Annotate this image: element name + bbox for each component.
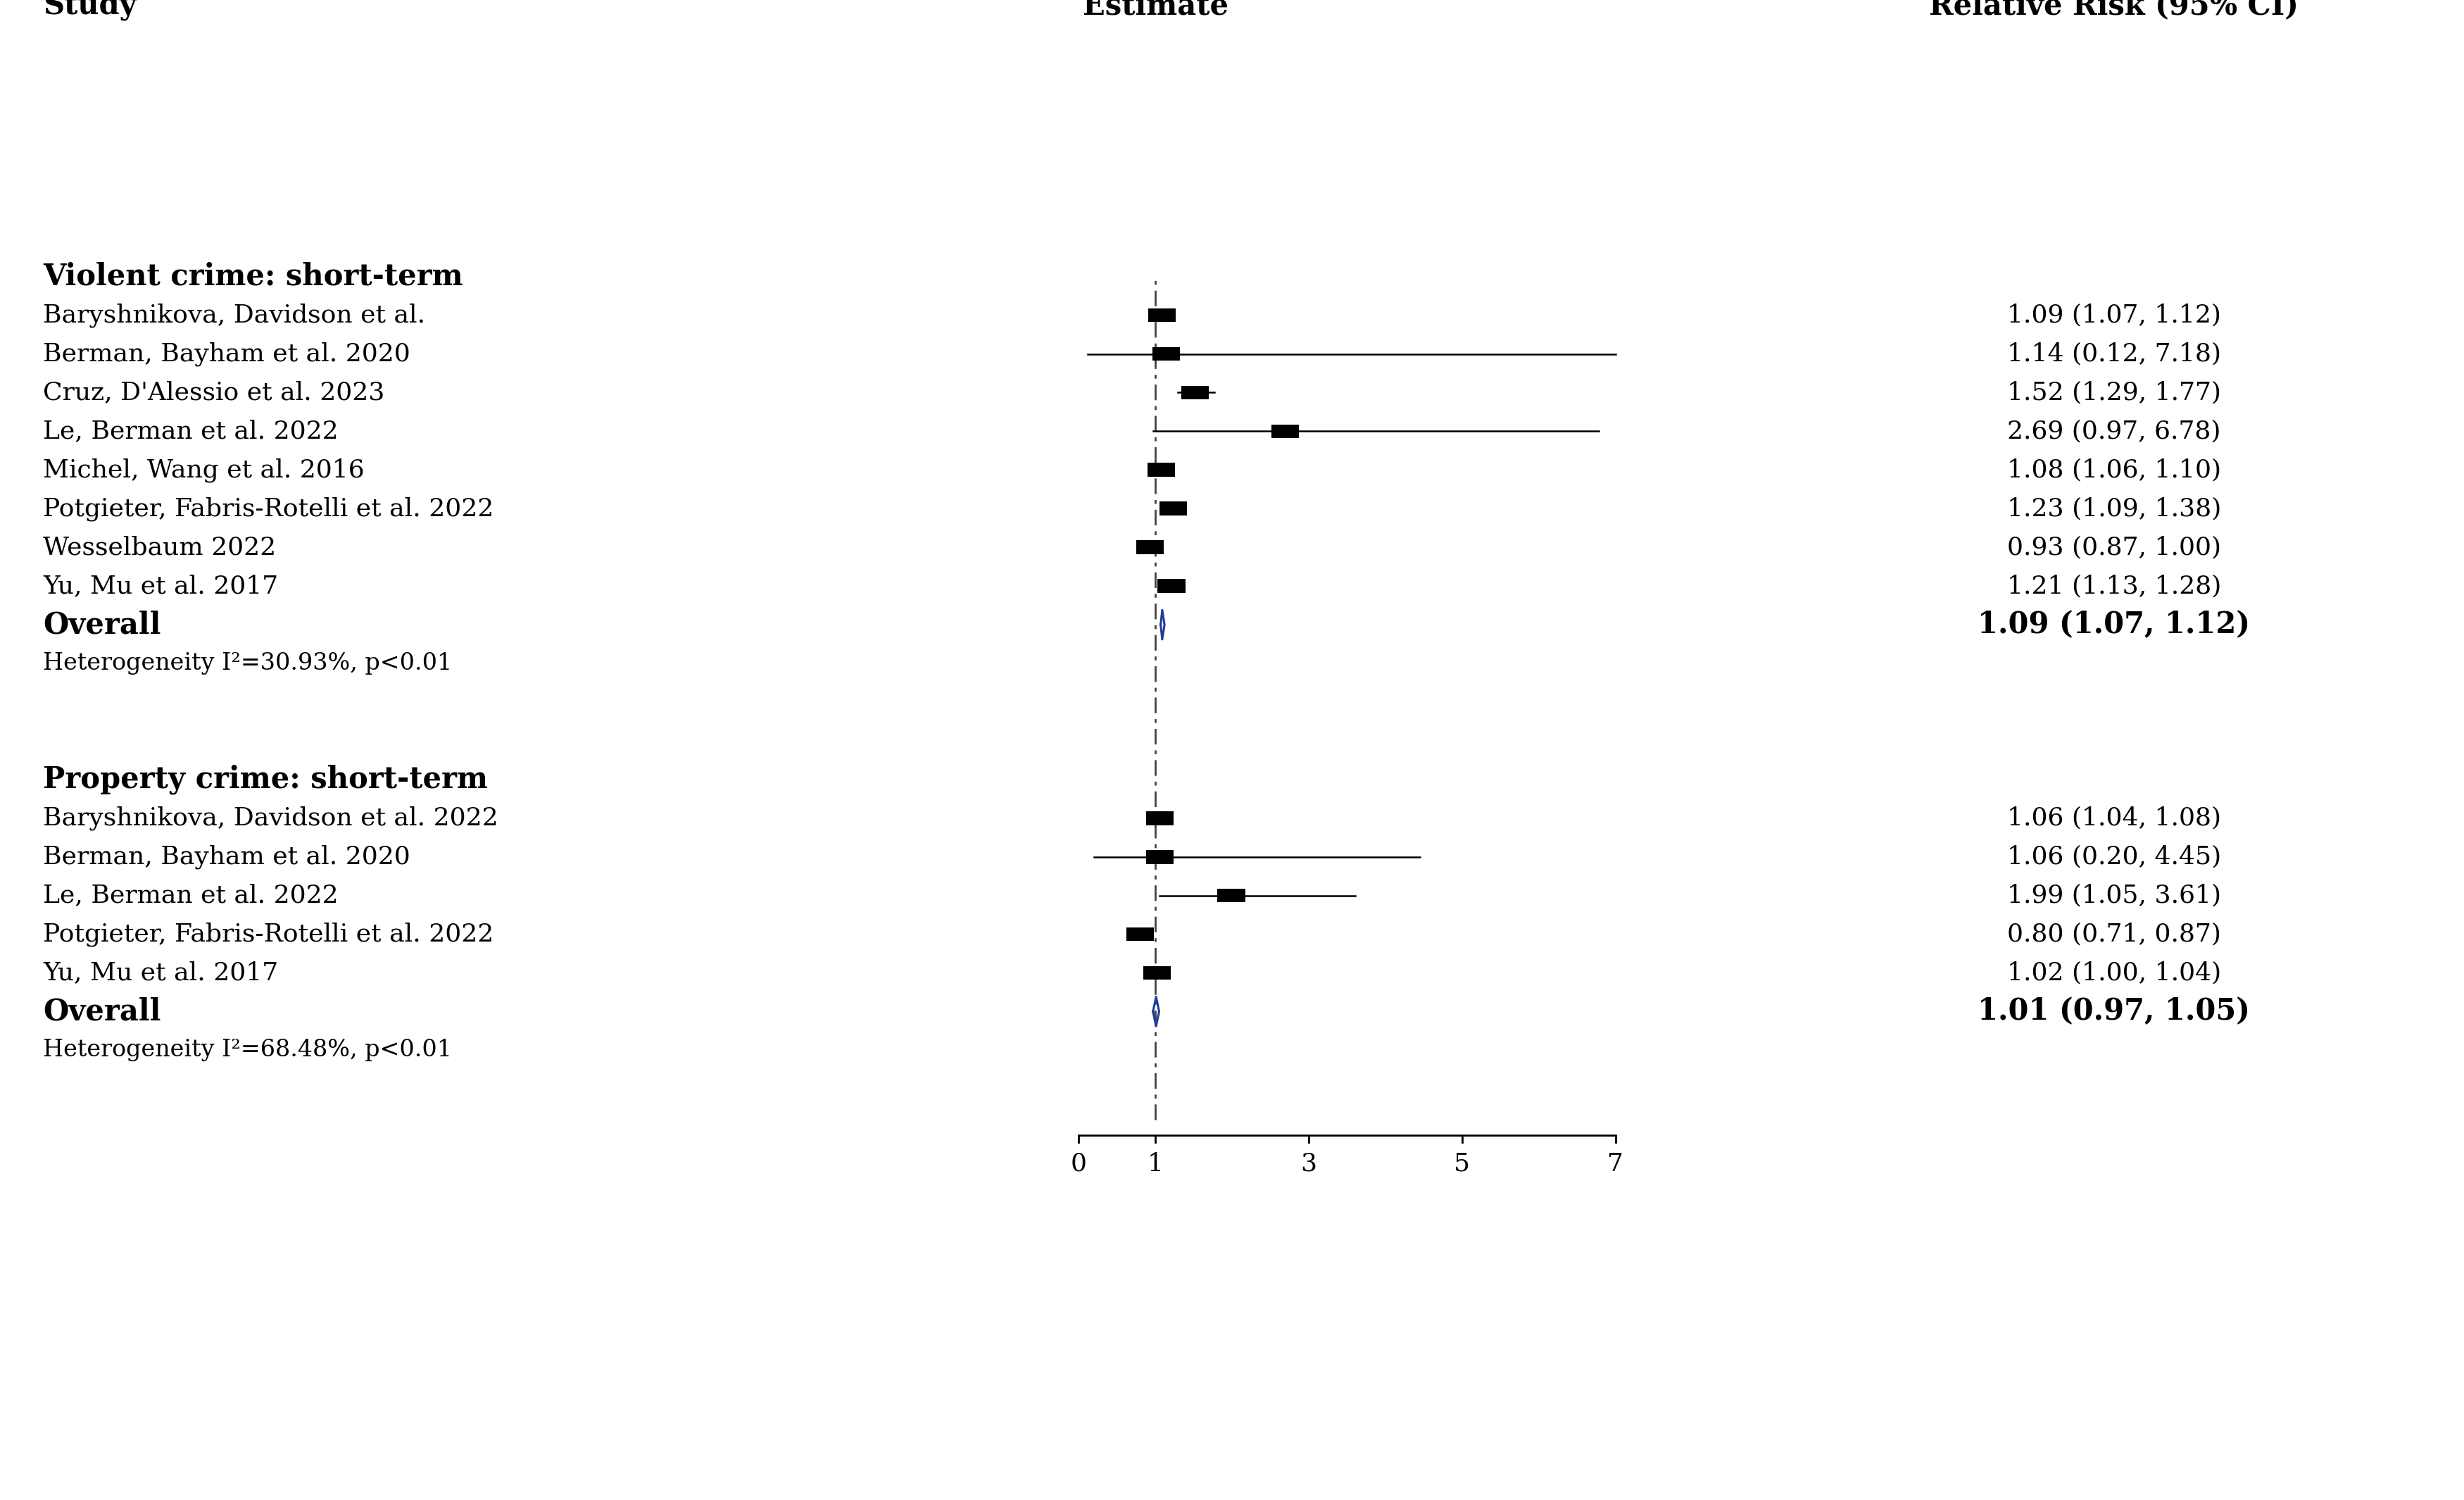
Text: Yu, Mu et al. 2017: Yu, Mu et al. 2017	[44, 574, 278, 598]
Bar	[1217, 888, 1244, 903]
Text: Yu, Mu et al. 2017: Yu, Mu et al. 2017	[44, 961, 278, 985]
Text: Study: Study	[44, 0, 138, 21]
Text: Violent crime: short-term: Violent crime: short-term	[44, 261, 463, 291]
Text: Heterogeneity I²=30.93%, p<0.01: Heterogeneity I²=30.93%, p<0.01	[44, 652, 453, 675]
Text: Cruz, D'Alessio et al. 2023: Cruz, D'Alessio et al. 2023	[44, 381, 384, 405]
Bar	[1146, 812, 1173, 825]
Text: Potgieter, Fabris-Rotelli et al. 2022: Potgieter, Fabris-Rotelli et al. 2022	[44, 496, 493, 520]
Text: 2.69 (0.97, 6.78): 2.69 (0.97, 6.78)	[2008, 420, 2220, 442]
Text: 0: 0	[1069, 1152, 1087, 1176]
Text: Michel, Wang et al. 2016: Michel, Wang et al. 2016	[44, 457, 365, 482]
Text: 1.06 (0.20, 4.45): 1.06 (0.20, 4.45)	[2006, 844, 2220, 868]
Bar	[1158, 579, 1185, 592]
Text: 1.09 (1.07, 1.12): 1.09 (1.07, 1.12)	[2008, 303, 2220, 327]
Bar	[1143, 966, 1170, 980]
Text: 1.23 (1.09, 1.38): 1.23 (1.09, 1.38)	[2006, 496, 2220, 520]
Text: Baryshnikova, Davidson et al.: Baryshnikova, Davidson et al.	[44, 303, 426, 327]
Text: 1.09 (1.07, 1.12): 1.09 (1.07, 1.12)	[1979, 610, 2250, 639]
Text: 1.14 (0.12, 7.18): 1.14 (0.12, 7.18)	[2008, 342, 2220, 366]
Text: Overall: Overall	[44, 998, 160, 1026]
Text: 1.06 (1.04, 1.08): 1.06 (1.04, 1.08)	[2008, 806, 2220, 830]
Text: Wesselbaum 2022: Wesselbaum 2022	[44, 535, 276, 560]
Bar	[1180, 385, 1210, 399]
Text: 1.99 (1.05, 3.61): 1.99 (1.05, 3.61)	[2008, 883, 2220, 907]
Text: Le, Berman et al. 2022: Le, Berman et al. 2022	[44, 420, 338, 442]
Text: Heterogeneity I²=68.48%, p<0.01: Heterogeneity I²=68.48%, p<0.01	[44, 1039, 453, 1062]
Bar	[1136, 540, 1163, 555]
Text: Overall: Overall	[44, 610, 160, 639]
Text: Potgieter, Fabris-Rotelli et al. 2022: Potgieter, Fabris-Rotelli et al. 2022	[44, 922, 493, 946]
Text: Le, Berman et al. 2022: Le, Berman et al. 2022	[44, 883, 338, 907]
Text: 0.93 (0.87, 1.00): 0.93 (0.87, 1.00)	[2008, 535, 2220, 560]
Text: 1.52 (1.29, 1.77): 1.52 (1.29, 1.77)	[2008, 381, 2220, 405]
Bar	[1153, 346, 1180, 362]
Text: 1.08 (1.06, 1.10): 1.08 (1.06, 1.10)	[2008, 457, 2220, 482]
Bar	[1146, 850, 1173, 864]
Bar	[1148, 307, 1175, 322]
Bar	[1158, 501, 1188, 516]
Text: 3: 3	[1301, 1152, 1316, 1176]
Text: Berman, Bayham et al. 2020: Berman, Bayham et al. 2020	[44, 844, 411, 868]
Bar	[1148, 463, 1175, 477]
Text: 1: 1	[1148, 1152, 1163, 1176]
Text: 0.80 (0.71, 0.87): 0.80 (0.71, 0.87)	[2008, 922, 2220, 946]
Text: 1.02 (1.00, 1.04): 1.02 (1.00, 1.04)	[2006, 961, 2220, 985]
Text: 1.21 (1.13, 1.28): 1.21 (1.13, 1.28)	[2006, 574, 2220, 598]
Text: 7: 7	[1607, 1152, 1624, 1176]
Bar	[1271, 424, 1299, 438]
Text: Property crime: short-term: Property crime: short-term	[44, 765, 488, 795]
Text: Relative Risk (95% CI): Relative Risk (95% CI)	[1929, 0, 2299, 21]
Bar	[1126, 927, 1153, 940]
Text: Estimate: Estimate	[1082, 0, 1227, 21]
Text: 5: 5	[1454, 1152, 1471, 1176]
Text: Berman, Bayham et al. 2020: Berman, Bayham et al. 2020	[44, 342, 411, 366]
Text: 1.01 (0.97, 1.05): 1.01 (0.97, 1.05)	[1979, 998, 2250, 1026]
Text: Baryshnikova, Davidson et al. 2022: Baryshnikova, Davidson et al. 2022	[44, 806, 498, 831]
